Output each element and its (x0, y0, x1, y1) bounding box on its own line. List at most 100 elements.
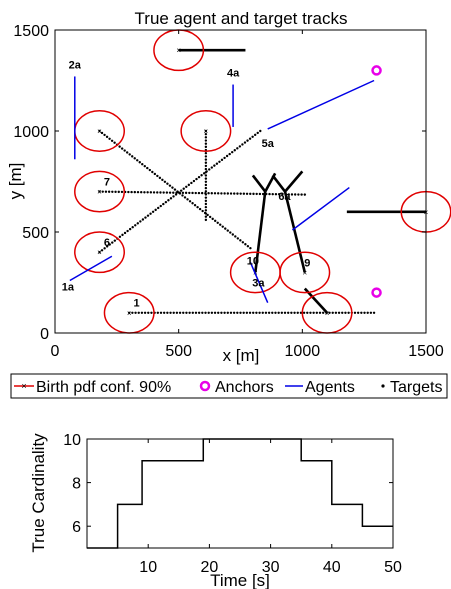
target-point (246, 139, 249, 142)
target-track-13 (271, 174, 287, 193)
legend-item-agents: Agents (285, 379, 355, 396)
target-point (120, 147, 124, 150)
target-point (226, 229, 229, 232)
target-point (164, 200, 168, 204)
target-point (172, 311, 175, 314)
time-tick-label: 30 (262, 559, 280, 576)
target-point (226, 311, 229, 314)
target-point (182, 311, 185, 314)
target-point (204, 152, 208, 155)
target-point (244, 243, 247, 246)
target-point (197, 311, 201, 314)
birth-center-marker: × (97, 127, 102, 136)
target-point (256, 131, 259, 135)
target-point (159, 311, 163, 314)
tracks-chart-title: True agent and target tracks (135, 9, 348, 28)
target-point (226, 192, 230, 195)
target-point (137, 311, 140, 314)
target-point (315, 311, 319, 314)
target-point (101, 190, 104, 193)
target-track-line (254, 191, 267, 273)
target-point (217, 311, 220, 314)
target-point (202, 172, 206, 175)
birth-center-marker: × (176, 46, 181, 55)
target-point (131, 225, 134, 229)
target-point (98, 190, 101, 193)
target-point (204, 311, 207, 314)
target-point (204, 142, 208, 145)
target-point (140, 191, 143, 194)
target-point (218, 160, 221, 163)
target-point (249, 192, 252, 196)
target-point (188, 200, 192, 203)
target-point (117, 190, 120, 194)
y-tick-label: 1500 (13, 23, 49, 40)
target-point (299, 311, 303, 314)
target-point (108, 243, 111, 246)
target-point (133, 190, 137, 194)
target-point (366, 311, 369, 314)
target-label-1: 1 (134, 298, 140, 310)
target-point (182, 187, 185, 190)
agent-line (267, 79, 375, 130)
target-point (239, 311, 242, 314)
target-point (204, 215, 208, 218)
target-track-4 (98, 129, 252, 250)
target-point (100, 249, 104, 252)
target-point (242, 311, 245, 314)
target-point (239, 239, 242, 242)
target-point (159, 191, 162, 194)
target-point (111, 241, 114, 244)
agent-track-6a: 6a (278, 186, 350, 231)
cardinality-chart-marks (87, 438, 393, 549)
target-point (312, 311, 315, 314)
target-label-9: 9 (304, 257, 310, 269)
target-point (195, 177, 198, 181)
target-point (207, 311, 210, 314)
target-point (187, 183, 191, 187)
target-point (341, 311, 344, 314)
target-point (248, 311, 252, 314)
target-label-7: 7 (104, 177, 110, 189)
target-point (204, 205, 208, 209)
target-point (176, 190, 179, 193)
agent-line (291, 186, 350, 231)
target-point (204, 132, 208, 136)
target-point (204, 199, 208, 203)
birth-ellipse (74, 170, 126, 213)
target-point (168, 191, 172, 194)
anchor-1 (371, 65, 382, 76)
target-point (246, 245, 250, 248)
target-track-10 (251, 174, 267, 193)
target-point (154, 208, 157, 212)
target-point (103, 247, 106, 250)
target-point (133, 157, 136, 160)
target-point (231, 150, 234, 154)
target-point (186, 198, 189, 201)
target-point (236, 147, 239, 150)
target-track-3 (98, 190, 307, 196)
y-axis-label: y [m] (6, 163, 25, 200)
target-point (126, 229, 129, 233)
target-point (204, 145, 208, 149)
target-point (143, 311, 147, 314)
target-track-8 (254, 191, 267, 273)
target-point (204, 155, 208, 158)
target-point (241, 143, 244, 146)
target-point (252, 192, 255, 196)
target-point (213, 164, 216, 167)
target-point (98, 251, 101, 254)
target-point (309, 311, 312, 314)
tracks-chart-frame (54, 29, 427, 334)
legend-anchor-marker (199, 380, 211, 392)
target-point (255, 192, 258, 196)
birth-region-1: × (103, 291, 155, 334)
target-point (103, 133, 106, 137)
target-point (211, 217, 214, 221)
target-point (191, 311, 194, 314)
target-point (100, 131, 104, 135)
target-point (236, 237, 240, 240)
birth-center-marker: × (325, 309, 330, 318)
target-point (125, 151, 129, 154)
target-point (190, 181, 193, 185)
